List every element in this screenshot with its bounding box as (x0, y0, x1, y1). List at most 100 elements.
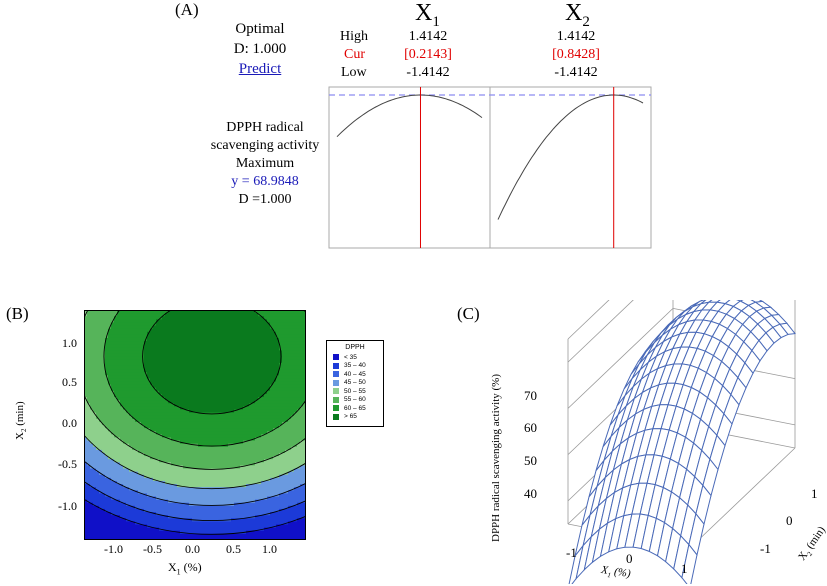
contour-cell (234, 403, 238, 407)
contour-cell (282, 341, 286, 345)
contour-cell (222, 459, 226, 463)
contour-cell (276, 310, 280, 314)
contour-cell (282, 490, 286, 494)
contour-cell (135, 378, 139, 383)
contour-cell (177, 431, 181, 435)
contour-cell (114, 468, 118, 473)
contour-cell (237, 325, 241, 330)
contour-cell (123, 331, 127, 336)
contour-cell (87, 505, 91, 510)
contour-cell (225, 359, 229, 364)
factor-x1-cur[interactable]: [0.2143] (404, 47, 452, 62)
contour-cell (102, 515, 106, 519)
contour-cell (216, 502, 220, 507)
contour-cell (213, 484, 217, 488)
contour-cell (252, 310, 256, 314)
contour-cell (207, 431, 211, 435)
contour-cell (282, 493, 286, 498)
contour-cell (231, 431, 235, 435)
contour-cell (132, 328, 136, 333)
factor-x2-cur[interactable]: [0.8428] (552, 47, 600, 62)
contour-cell (135, 347, 139, 352)
contour-cell (279, 484, 283, 488)
contour-cell (243, 387, 247, 392)
contour-cell (189, 415, 193, 420)
contour-cell (252, 369, 256, 373)
contour-cell (132, 440, 136, 445)
contour-cell (153, 524, 157, 529)
factor-x2-header: X2 (565, 0, 590, 31)
contour-cell (102, 387, 106, 392)
contour-cell (237, 390, 241, 395)
contour-cell (180, 390, 184, 395)
contour-cell (165, 446, 169, 451)
contour-cell (168, 365, 172, 370)
contour-cell (141, 508, 145, 513)
contour-cell (87, 496, 91, 501)
contour-cell (216, 406, 220, 411)
contour-cell (234, 328, 238, 333)
contour-cell (270, 518, 274, 522)
contour-cell (234, 459, 238, 463)
contour-cell (141, 328, 145, 333)
contour-cell (108, 334, 112, 339)
contour-cell (246, 484, 250, 488)
contour-cell (219, 508, 223, 513)
contour-cell (285, 325, 289, 330)
contour-cell (234, 412, 238, 417)
contour-cell (123, 344, 127, 348)
contour-cell (114, 418, 118, 423)
contour-cell (84, 316, 88, 320)
contour-cell (153, 350, 157, 355)
contour-cell (99, 425, 103, 429)
contour-cell (192, 437, 196, 442)
contour-cell (237, 487, 241, 491)
contour-cell (156, 446, 160, 451)
contour-cell (261, 397, 265, 401)
contour-cell (183, 328, 187, 333)
contour-cell (165, 418, 169, 423)
contour-cell (225, 390, 229, 395)
contour-cell (162, 378, 166, 383)
contour-cell (252, 505, 256, 510)
contour-cell (210, 313, 214, 317)
contour-cell (117, 384, 121, 389)
contour-cell (237, 421, 241, 426)
contour-cell (240, 512, 244, 516)
contour-cell (204, 316, 208, 320)
contour-cell (186, 505, 190, 510)
contour-cell (150, 477, 154, 482)
contour-cell (186, 496, 190, 501)
contour-cell (261, 353, 265, 358)
contour-cell (150, 527, 154, 532)
contour-cell (150, 515, 154, 519)
contour-cell (159, 310, 163, 314)
predict-link[interactable]: Predict (238, 61, 282, 77)
contour-cell (144, 387, 148, 392)
response-goal: Maximum (235, 156, 295, 171)
contour-cell (174, 353, 178, 358)
contour-cell (264, 521, 268, 526)
contour-cell (249, 356, 253, 361)
contour-cell (165, 533, 169, 538)
contour-cell (177, 512, 181, 516)
contour-cell (192, 484, 196, 488)
contour-cell (189, 521, 193, 526)
contour-cell (237, 406, 241, 411)
contour-cell (135, 365, 139, 370)
contour-cell (156, 322, 160, 327)
contour-cell (162, 397, 166, 401)
contour-cell (153, 375, 157, 379)
contour-cell (147, 384, 151, 389)
contour-cell (174, 428, 178, 432)
contour-cell (261, 521, 265, 526)
contour-cell (102, 443, 106, 448)
contour-cell (174, 412, 178, 417)
contour-cell (192, 325, 196, 330)
contour-cell (252, 362, 256, 367)
contour-cell (147, 431, 151, 435)
contour-cell (108, 446, 112, 451)
contour-cell (114, 316, 118, 320)
contour-cell (135, 381, 139, 386)
contour-cell (192, 533, 196, 538)
